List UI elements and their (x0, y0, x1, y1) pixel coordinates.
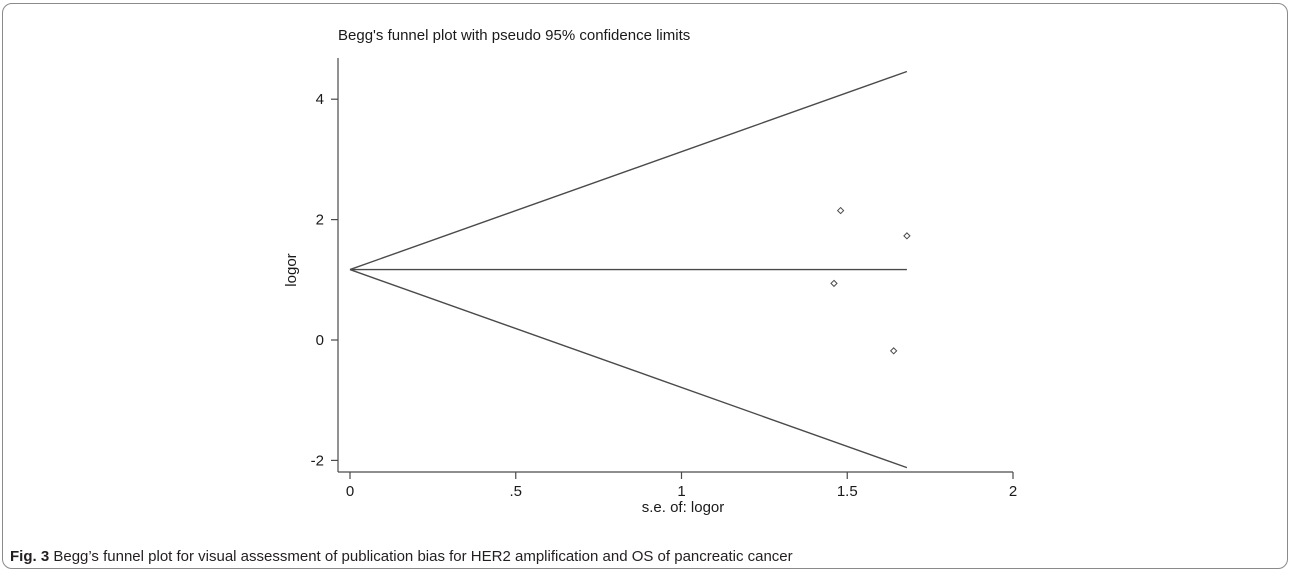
funnel-lines (349, 70, 908, 469)
caption-text: Begg’s funnel plot for visual assessment… (53, 548, 793, 565)
figure-caption: Fig. 3 Begg’s funnel plot for visual ass… (10, 548, 793, 565)
study-point (830, 279, 838, 288)
y-tick-label: 2 (316, 212, 324, 229)
x-tick-label: .5 (509, 483, 522, 500)
study-point (903, 232, 911, 240)
axes: -2 0 2 4 0 .5 1 1.5 2 (311, 58, 1017, 500)
y-tick-label: -2 (311, 452, 324, 469)
x-axis-label: s.e. of: logor (642, 499, 725, 516)
y-tick-label: 4 (316, 91, 324, 108)
upper-confidence-limit (349, 70, 908, 271)
study-points (830, 206, 911, 355)
x-tick-label: 0 (346, 483, 354, 500)
lower-confidence-limit (349, 268, 908, 469)
study-point (836, 206, 845, 215)
x-tick-label: 1.5 (837, 483, 858, 500)
figure-frame (2, 3, 1288, 569)
chart-title: Begg's funnel plot with pseudo 95% confi… (338, 27, 690, 44)
study-point (889, 347, 898, 355)
caption-label: Fig. 3 (10, 548, 50, 565)
y-tick-label: 0 (316, 332, 324, 349)
x-tick-label: 1 (677, 483, 685, 500)
y-axis-label: logor (283, 253, 300, 286)
x-tick-label: 2 (1009, 483, 1017, 500)
